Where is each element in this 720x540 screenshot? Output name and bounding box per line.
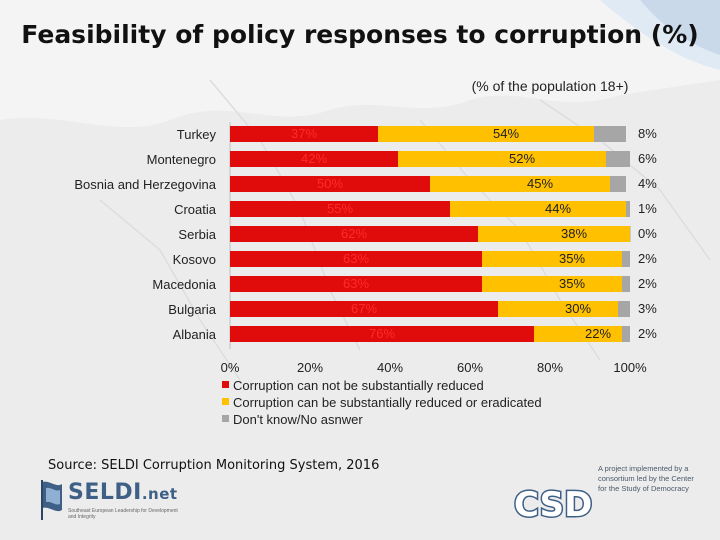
bar-segment xyxy=(618,301,630,317)
seldi-name: SELDI xyxy=(68,480,142,505)
data-label: 35% xyxy=(559,276,585,291)
bar-segment xyxy=(622,276,630,292)
data-label: 55% xyxy=(327,201,353,216)
data-label: 22% xyxy=(585,326,611,341)
data-label: 38% xyxy=(561,226,587,241)
bar-segment xyxy=(230,301,498,317)
category-label: Croatia xyxy=(174,202,217,217)
bar-segment xyxy=(230,251,482,267)
data-label: 45% xyxy=(527,176,553,191)
data-label: 30% xyxy=(565,301,591,316)
data-label: 67% xyxy=(351,301,377,316)
data-label: 2% xyxy=(638,251,657,266)
category-label: Albania xyxy=(173,327,217,342)
seldi-tagline: Southeast European Leadership for Develo… xyxy=(68,508,178,520)
data-label: 2% xyxy=(638,326,657,341)
chart-title: Feasibility of policy responses to corru… xyxy=(21,20,699,49)
data-label: 37% xyxy=(291,126,317,141)
chart-subtitle: (% of the population 18+) xyxy=(471,78,629,94)
x-tick-label: 60% xyxy=(457,360,483,375)
data-label: 76% xyxy=(369,326,395,341)
data-label: 1% xyxy=(638,201,657,216)
data-label: 44% xyxy=(545,201,571,216)
data-label: 62% xyxy=(341,226,367,241)
bar-segment xyxy=(622,326,630,342)
bar-segment xyxy=(230,226,478,242)
bar-segment xyxy=(398,151,606,167)
category-label: Turkey xyxy=(177,127,217,142)
data-label: 42% xyxy=(301,151,327,166)
bar-segment xyxy=(230,276,482,292)
x-tick-label: 40% xyxy=(377,360,403,375)
bar-segment xyxy=(482,251,622,267)
bar-segment xyxy=(622,251,630,267)
csd-logo: CSD xyxy=(513,484,594,525)
legend-swatch xyxy=(222,398,229,405)
category-label: Serbia xyxy=(178,227,216,242)
bar-segment xyxy=(378,126,594,142)
legend-swatch xyxy=(222,381,229,388)
x-tick-label: 20% xyxy=(297,360,323,375)
data-label: 2% xyxy=(638,276,657,291)
csd-logo-name: CSD xyxy=(514,485,592,524)
bar-segment xyxy=(626,201,630,217)
legend-label: Corruption can not be substantially redu… xyxy=(233,378,484,393)
category-label: Bosnia and Herzegovina xyxy=(74,177,216,192)
x-tick-label: 80% xyxy=(537,360,563,375)
data-label: 8% xyxy=(638,126,657,141)
x-tick-label: 100% xyxy=(613,360,647,375)
data-label: 4% xyxy=(638,176,657,191)
seldi-logo: SELDI.net Southeast European Leadership … xyxy=(40,478,200,528)
data-label: 54% xyxy=(493,126,519,141)
seldi-suffix: .net xyxy=(141,485,178,503)
data-label: 63% xyxy=(343,276,369,291)
csd-description: A project implemented by a consortium le… xyxy=(598,464,694,493)
category-label: Macedonia xyxy=(152,277,216,292)
bar-segment xyxy=(482,276,622,292)
data-label: 3% xyxy=(638,301,657,316)
legend-label: Corruption can be substantially reduced … xyxy=(233,395,542,410)
data-label: 35% xyxy=(559,251,585,266)
data-label: 52% xyxy=(509,151,535,166)
bar-segment xyxy=(230,126,378,142)
bar-segment xyxy=(430,176,610,192)
category-label: Montenegro xyxy=(147,152,216,167)
legend-swatch xyxy=(222,415,229,422)
bar-segment xyxy=(230,326,534,342)
bar-segment xyxy=(450,201,626,217)
category-label: Bulgaria xyxy=(168,302,216,317)
data-label: 50% xyxy=(317,176,343,191)
data-label: 0% xyxy=(638,226,657,241)
category-label: Kosovo xyxy=(173,252,216,267)
bar-segment xyxy=(594,126,626,142)
bar-segment xyxy=(606,151,630,167)
bar-segment xyxy=(230,201,450,217)
source-note: Source: SELDI Corruption Monitoring Syst… xyxy=(48,458,380,473)
bar-segment xyxy=(610,176,626,192)
bar-segment xyxy=(478,226,630,242)
legend-label: Don't know/No asnwer xyxy=(233,412,363,427)
bar-segment xyxy=(534,326,622,342)
bar-segment xyxy=(630,226,631,242)
data-label: 63% xyxy=(343,251,369,266)
seldi-flag-icon xyxy=(41,480,62,520)
bar-segment xyxy=(230,151,398,167)
bar-segment xyxy=(498,301,618,317)
bar-segment xyxy=(230,176,430,192)
x-tick-label: 0% xyxy=(221,360,240,375)
data-label: 6% xyxy=(638,151,657,166)
